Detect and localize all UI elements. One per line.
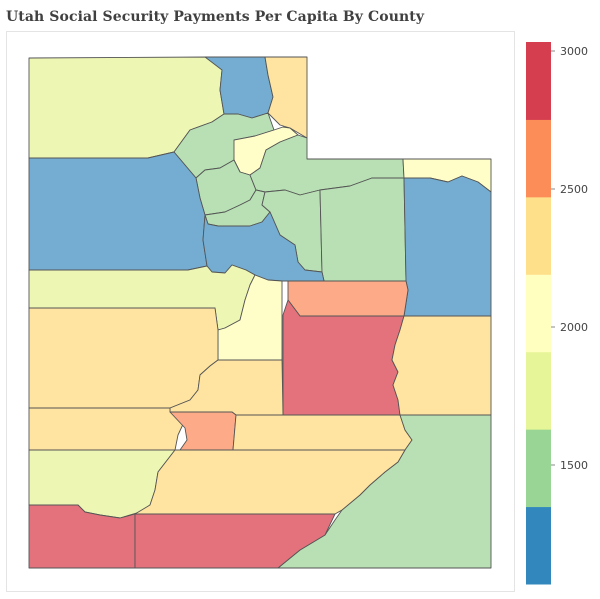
county-garfield[interactable] [134,449,406,515]
county-grand[interactable] [391,315,492,416]
legend-band [526,506,551,585]
legend-band [526,274,551,353]
legend-tick-label: 3000 [560,45,588,58]
legend-band [526,196,551,275]
map-title: Utah Social Security Payments Per Capita… [6,9,425,25]
legend-band [526,42,551,120]
legend-tick-label: 2500 [560,183,588,196]
legend-ticks: 1500 2000 2500 3000 [560,45,588,472]
legend-band [526,119,551,198]
legend-band [526,351,551,430]
county-rich[interactable] [264,56,308,139]
county-kane[interactable] [134,513,336,569]
legend-tick-label: 2000 [560,321,588,334]
legend-color-bands [526,42,555,585]
legend-band [526,429,551,508]
county-washington[interactable] [28,504,136,569]
legend-tick-label: 1500 [560,459,588,472]
